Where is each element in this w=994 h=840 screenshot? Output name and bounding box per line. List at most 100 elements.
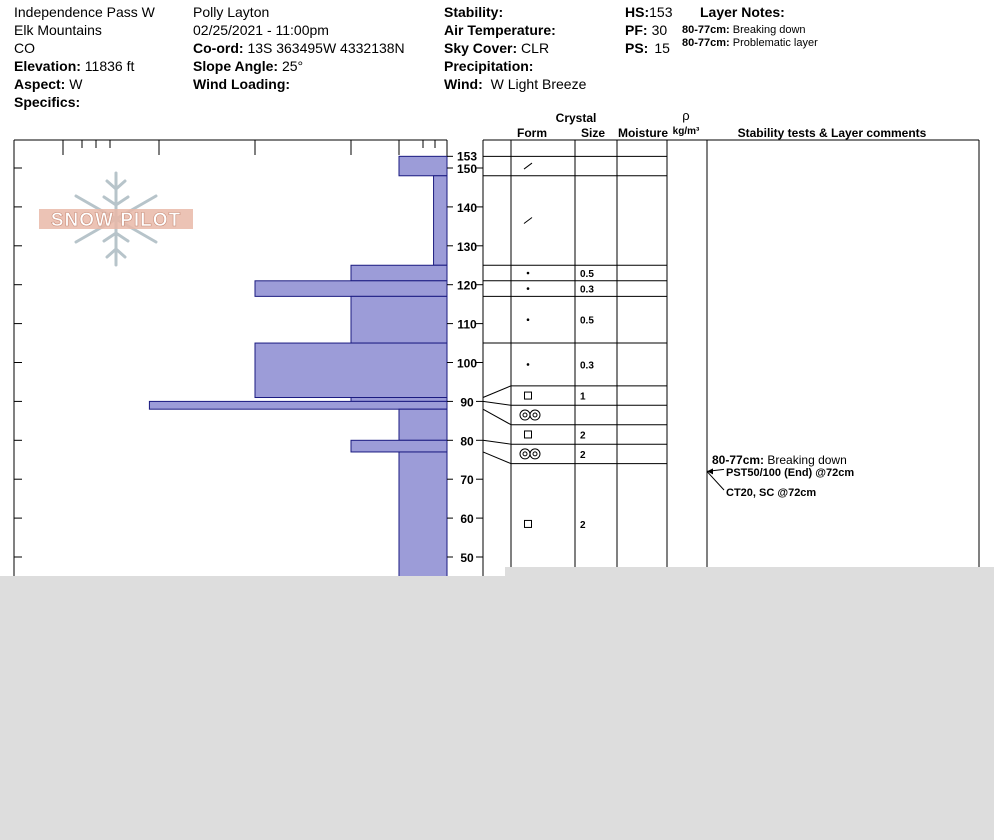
elevation-label: Elevation: [14,58,81,74]
coord-label: Co-ord: [193,40,244,56]
y-tick-label: 120 [457,279,477,293]
y-tick-label: 50 [460,551,474,565]
wind-value: W Light Breeze [490,76,587,92]
y-tick-label: 100 [457,357,477,371]
size-header: Size [581,126,605,140]
slope-value: 25° [281,58,304,74]
stability-test-result: PST50/100 (End) @72cm [726,467,854,479]
hs-label: HS: [625,4,650,20]
grain-dot-icon [526,363,530,366]
y-tick-label: 130 [457,240,477,254]
hardness-bars [148,155,448,585]
grain-size-label: 0.3 [580,360,594,371]
location-name: Independence Pass W [14,4,155,20]
grain-square-icon [524,519,532,528]
observation-datetime: 02/25/2021 - 11:00pm [193,22,329,38]
layer-note-text: Breaking down [732,24,806,36]
hardness-bar [350,295,448,344]
y-tick-label: 153 [457,149,477,163]
grain-size-label: 0.5 [580,269,594,280]
hardness-bar [350,439,448,453]
grain-size-label: 0.3 [580,285,594,296]
grain-circle-icon [529,409,541,421]
elevation: Elevation: 11836 ft [14,57,134,75]
slope-label: Slope Angle: [193,58,279,74]
state: CO [14,40,35,56]
grain-circle-icon [532,412,538,418]
grain-table-rows: 0.5 0.3 0.5 0.3 1 2 2 2 [511,155,667,531]
comments-header: Stability tests & Layer comments [738,126,927,140]
grain-slash-icon [523,217,533,224]
y-tick-label: 110 [457,318,477,332]
hardness-bar [254,280,448,297]
hs: HS:153 [625,3,672,21]
grain-circle-icon [519,409,531,421]
hardness-bar [398,451,448,585]
stability-test-result: CT20, SC @72cm [726,487,816,499]
density-unit-header: kg/m³ [673,126,700,137]
hardness-bar [350,264,448,282]
blank-area [0,576,994,840]
layer-note-range: 80-77cm: [682,37,730,49]
layer-comment-label: 80-77cm: [712,453,767,467]
blank-area-notch [505,567,994,576]
specifics-label: Specifics: [14,94,81,110]
wind: Wind: W Light Breeze [444,75,586,93]
layer-note-range: 80-77cm: [682,24,730,36]
observer-name: Polly Layton [193,4,270,20]
aspect-label: Aspect: [14,76,66,92]
y-tick-label: 140 [457,201,477,215]
hardness-bar [350,397,448,402]
grain-square-icon [524,430,532,439]
elevation-value: 11836 ft [84,58,135,74]
y-tick-label: 150 [457,162,477,176]
grain-dot-icon [526,318,530,322]
air-temperature-label: Air Temperature: [444,22,556,38]
grain-circle-icon [529,448,541,460]
y-tick-label: 80 [460,434,474,448]
grain-size-label: 2 [580,450,586,461]
density-rho-header: ρ [682,108,689,123]
precipitation-label: Precipitation: [444,58,534,74]
layer-note-text: Problematic layer [732,37,818,49]
hardness-bar [254,342,448,399]
grain-circle-icon [522,451,528,457]
sky-label: Sky Cover: [444,40,518,56]
aspect-value: W [69,76,83,92]
layer-note: 80-77cm: Problematic layer [682,37,818,50]
grain-slash-icon [523,162,533,170]
layer-note: 80-77cm: Breaking down [682,24,806,37]
sky-cover: Sky Cover: CLR [444,39,549,57]
table-headers: Crystal Form Size Moisture ρ kg/m³ Stabi… [517,108,927,140]
wind-loading-label: Wind Loading: [193,76,291,92]
ps: PS: 15 [625,39,670,57]
ps-value: 15 [654,40,670,56]
grain-size-label: 2 [580,520,586,531]
y-tick-label: 60 [460,512,474,526]
hardness-bar [148,400,448,410]
layer-connectors [482,155,512,465]
layer-connector [482,400,512,406]
grain-dot-icon [526,287,530,290]
layer-connector [482,439,512,445]
test-pointer-arrow [707,468,713,475]
layer-connector [482,451,512,465]
sky-value: CLR [521,40,550,56]
coordinates: Co-ord: 13S 363495W 4332138N [193,39,405,57]
layer-table-frame [482,139,980,576]
coord-value: 13S 363495W 4332138N [247,40,405,56]
grain-size-label: 0.5 [580,316,594,327]
layer-connector [482,408,512,426]
wind-label: Wind: [444,76,483,92]
grain-size-label: 2 [580,430,586,441]
grain-circle-icon [519,448,531,460]
crystal-header: Crystal [556,111,597,125]
y-tick-label: 90 [460,395,474,409]
hardness-bar [398,155,448,177]
layer-notes-label: Layer Notes: [700,4,785,20]
snowpilot-logo: SNOW PILOT [39,171,193,267]
logo-text: SNOW PILOT [51,210,181,231]
stability-label: Stability: [444,4,504,20]
